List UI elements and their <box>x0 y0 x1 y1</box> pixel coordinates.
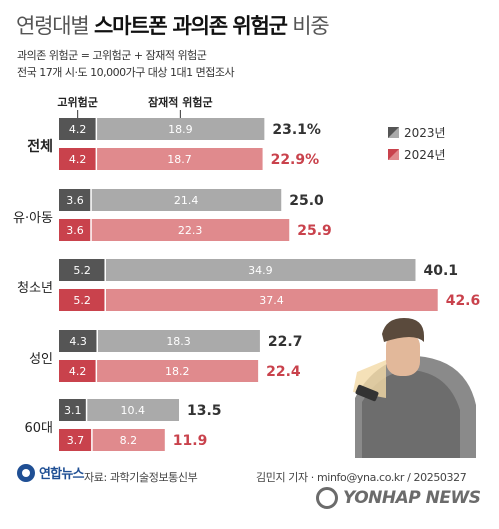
label-total-0-4: 13.5 <box>187 403 222 419</box>
bar-potential-0-0 <box>96 118 265 140</box>
label-potential-1-3: 18.2 <box>165 365 190 378</box>
label-high-1-1: 3.6 <box>66 224 84 237</box>
bar-potential-1-2 <box>105 289 438 311</box>
category-label-3: 성인 <box>29 352 53 367</box>
chart-plot-area: 고위험군 잠재적 위험군 2023년 2024년 전체 4.2 18.9 23.1% 4.2 18… <box>13 95 480 451</box>
bar-high-1-2 <box>59 289 106 311</box>
label-total-0-2: 40.1 <box>423 263 458 279</box>
label-potential-0-4: 10.4 <box>121 404 146 417</box>
label-total-1-1: 25.9 <box>297 223 332 239</box>
watermark-text: YONHAP NEWS <box>343 488 481 508</box>
label-high-1-3: 4.2 <box>69 365 87 378</box>
bar-potential-1-0 <box>96 148 263 170</box>
bar-potential-0-1 <box>91 189 282 211</box>
label-high-0-1: 3.6 <box>66 194 84 207</box>
title-part-2: 스마트폰 과의존 <box>93 14 228 38</box>
bar-potential-0-4 <box>86 399 180 421</box>
label-total-0-1: 25.0 <box>289 193 324 209</box>
label-high-1-4: 3.7 <box>67 434 85 447</box>
label-high-0-4: 3.1 <box>64 404 82 417</box>
bar-high-1-0 <box>59 148 97 170</box>
bar-high-0-4 <box>59 399 87 421</box>
phone-shape <box>355 384 379 402</box>
column-header-potential-risk: 잠재적 위험군 <box>148 95 213 109</box>
legend-label-2024: 2024년 <box>404 148 446 162</box>
label-potential-1-4: 8.2 <box>120 434 138 447</box>
yonhap-logo: 연합뉴스 <box>17 463 84 482</box>
bar-high-0-2 <box>59 259 106 281</box>
label-high-0-2: 5.2 <box>73 264 91 277</box>
illustration-person-with-phone <box>353 318 476 458</box>
label-potential-0-1: 21.4 <box>174 194 199 207</box>
bar-potential-0-2 <box>105 259 416 281</box>
chart-title: 연령대별 스마트폰 과의존 위험군 비중 <box>16 10 330 40</box>
label-potential-1-1: 22.3 <box>178 224 203 237</box>
legend-swatch-2024-accent <box>388 149 399 160</box>
label-high-1-0: 4.2 <box>69 153 87 166</box>
legend-label-2023: 2023년 <box>404 126 446 140</box>
yonhap-logo-icon <box>17 463 35 482</box>
category-label-2: 청소년 <box>17 281 53 296</box>
column-header-high-risk: 고위험군 <box>57 95 97 109</box>
bar-high-0-0 <box>59 118 97 140</box>
bar-high-1-4 <box>59 429 92 451</box>
subtitle-survey: 전국 17개 시·도 10,000가구 대상 1대1 면접조사 <box>17 66 235 79</box>
category-label-1: 유·아동 <box>13 211 53 226</box>
label-total-0-3: 22.7 <box>268 334 303 350</box>
label-total-1-0: 22.9% <box>271 152 320 168</box>
label-high-0-3: 4.3 <box>69 335 87 348</box>
bar-potential-1-4 <box>91 429 165 451</box>
title-part-4: 비중 <box>292 14 329 38</box>
label-potential-1-2: 37.4 <box>259 294 284 307</box>
watermark-icon <box>316 487 338 509</box>
label-total-1-3: 22.4 <box>266 364 301 380</box>
bar-high-1-3 <box>59 360 97 382</box>
category-label-0: 전체 <box>27 138 53 155</box>
label-potential-1-0: 18.7 <box>167 153 192 166</box>
legend-swatch-2023-accent <box>388 127 399 138</box>
bar-potential-0-3 <box>97 330 260 352</box>
label-total-0-0: 23.1% <box>272 122 321 138</box>
bar-potential-1-3 <box>96 360 259 382</box>
label-total-1-4: 11.9 <box>173 433 208 449</box>
subtitle-definition: 과의존 위험군 = 고위험군 + 잠재적 위험군 <box>17 49 207 62</box>
face-shape <box>386 332 420 376</box>
bar-potential-1-1 <box>91 219 290 241</box>
label-total-1-2: 42.6 <box>446 293 481 309</box>
hair-shape <box>382 318 424 342</box>
logo-name: 연합뉴스 <box>39 467 84 482</box>
watermark: YONHAP NEWS <box>316 487 481 509</box>
label-high-0-0: 4.2 <box>69 123 87 136</box>
label-potential-0-0: 18.9 <box>168 123 193 136</box>
label-high-1-2: 5.2 <box>73 294 91 307</box>
bar-high-0-3 <box>59 330 98 352</box>
title-part-1: 연령대별 <box>16 14 90 38</box>
byline: 김민지 기자 · minfo@yna.co.kr / 20250327 <box>256 471 467 484</box>
category-label-4: 60대 <box>24 421 53 436</box>
label-potential-0-3: 18.3 <box>166 335 191 348</box>
source-note: 자료: 과학기술정보통신부 <box>84 471 198 484</box>
bar-high-0-1 <box>59 189 92 211</box>
shoulders-shape <box>362 370 460 458</box>
bar-high-1-1 <box>59 219 92 241</box>
label-potential-0-2: 34.9 <box>248 264 273 277</box>
title-part-3: 위험군 <box>232 14 288 38</box>
